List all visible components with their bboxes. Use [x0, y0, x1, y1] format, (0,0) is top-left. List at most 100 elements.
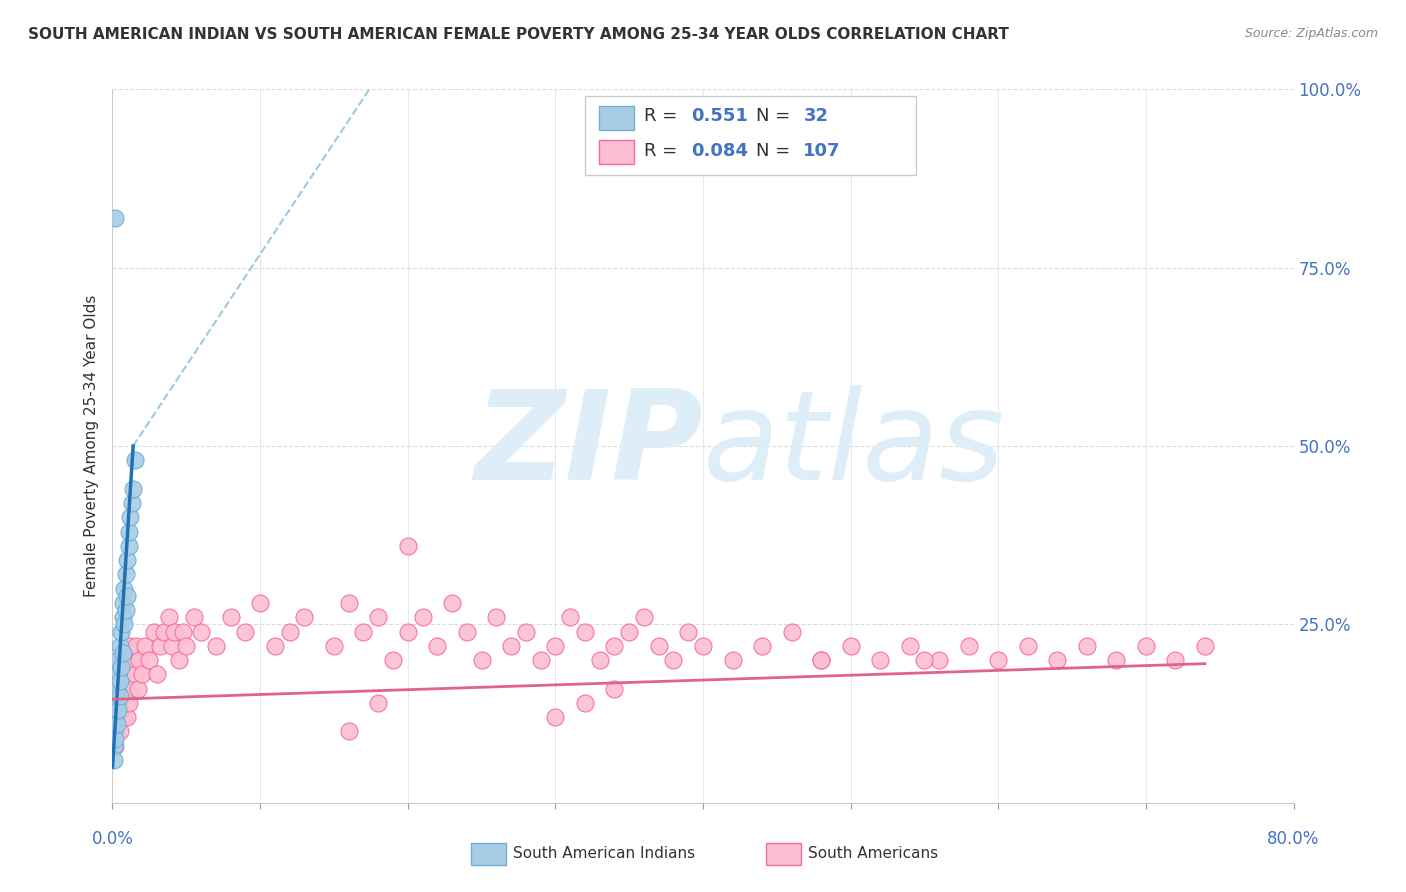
- Point: [810, 653, 832, 667]
- Point: [122, 653, 145, 667]
- Point: [117, 553, 138, 567]
- Point: [118, 696, 141, 710]
- Point: [174, 639, 197, 653]
- Point: [110, 653, 132, 667]
- Point: [131, 667, 153, 681]
- Point: [117, 681, 138, 696]
- Text: atlas: atlas: [703, 385, 1005, 507]
- Point: [898, 639, 921, 653]
- Point: [163, 624, 186, 639]
- Point: [118, 524, 141, 539]
- Point: [249, 596, 271, 610]
- Point: [104, 710, 127, 724]
- Point: [558, 610, 582, 624]
- Point: [957, 639, 980, 653]
- Point: [278, 624, 301, 639]
- Point: [633, 610, 655, 624]
- Point: [1135, 639, 1157, 653]
- Point: [647, 639, 671, 653]
- Point: [382, 653, 405, 667]
- Point: [1017, 639, 1039, 653]
- Point: [603, 639, 626, 653]
- Point: [914, 653, 936, 667]
- Point: [352, 624, 374, 639]
- Point: [190, 624, 212, 639]
- Text: R =: R =: [644, 107, 683, 125]
- Point: [114, 603, 136, 617]
- Point: [1164, 653, 1187, 667]
- Text: ZIP: ZIP: [474, 385, 703, 507]
- Point: [103, 724, 125, 739]
- Point: [111, 610, 134, 624]
- Text: 107: 107: [803, 143, 841, 161]
- Point: [292, 610, 315, 624]
- Point: [411, 610, 433, 624]
- Point: [104, 681, 127, 696]
- Point: [529, 653, 551, 667]
- Point: [662, 653, 685, 667]
- Point: [588, 653, 610, 667]
- Text: 80.0%: 80.0%: [1267, 830, 1320, 847]
- Text: 0.551: 0.551: [692, 107, 748, 125]
- Point: [108, 639, 131, 653]
- Point: [128, 653, 150, 667]
- Point: [121, 681, 143, 696]
- Point: [125, 639, 148, 653]
- Point: [810, 653, 832, 667]
- Point: [134, 639, 156, 653]
- FancyBboxPatch shape: [599, 140, 634, 164]
- Point: [264, 639, 287, 653]
- Point: [127, 681, 149, 696]
- Point: [167, 653, 190, 667]
- Point: [470, 653, 494, 667]
- Point: [205, 639, 228, 653]
- Point: [114, 667, 136, 681]
- Point: [103, 739, 125, 753]
- Point: [110, 624, 132, 639]
- Point: [117, 710, 138, 724]
- Point: [987, 653, 1010, 667]
- Point: [678, 624, 700, 639]
- Point: [103, 696, 125, 710]
- Text: 0.084: 0.084: [692, 143, 748, 161]
- Point: [104, 211, 127, 225]
- Point: [426, 639, 449, 653]
- Point: [121, 496, 143, 510]
- Point: [104, 731, 127, 746]
- Point: [751, 639, 773, 653]
- Point: [108, 689, 131, 703]
- Point: [485, 610, 508, 624]
- Point: [721, 653, 744, 667]
- Point: [172, 624, 194, 639]
- Point: [107, 710, 129, 724]
- Point: [117, 589, 138, 603]
- Point: [1046, 653, 1069, 667]
- Point: [112, 681, 135, 696]
- Point: [105, 696, 128, 710]
- Point: [111, 646, 134, 660]
- Point: [780, 624, 803, 639]
- Point: [103, 724, 125, 739]
- Y-axis label: Female Poverty Among 25-34 Year Olds: Female Poverty Among 25-34 Year Olds: [83, 295, 98, 597]
- Point: [114, 696, 136, 710]
- Point: [367, 696, 389, 710]
- Point: [456, 624, 478, 639]
- Point: [441, 596, 464, 610]
- Point: [574, 624, 596, 639]
- Point: [105, 667, 128, 681]
- Point: [114, 567, 136, 582]
- Point: [107, 703, 129, 717]
- Point: [110, 710, 132, 724]
- Point: [1076, 639, 1098, 653]
- Point: [138, 653, 160, 667]
- Point: [157, 610, 180, 624]
- Point: [183, 610, 205, 624]
- Point: [120, 639, 142, 653]
- Text: N =: N =: [756, 143, 796, 161]
- Point: [108, 667, 131, 681]
- Point: [603, 681, 626, 696]
- Point: [104, 710, 127, 724]
- Point: [149, 639, 172, 653]
- Point: [105, 696, 128, 710]
- Point: [105, 717, 128, 731]
